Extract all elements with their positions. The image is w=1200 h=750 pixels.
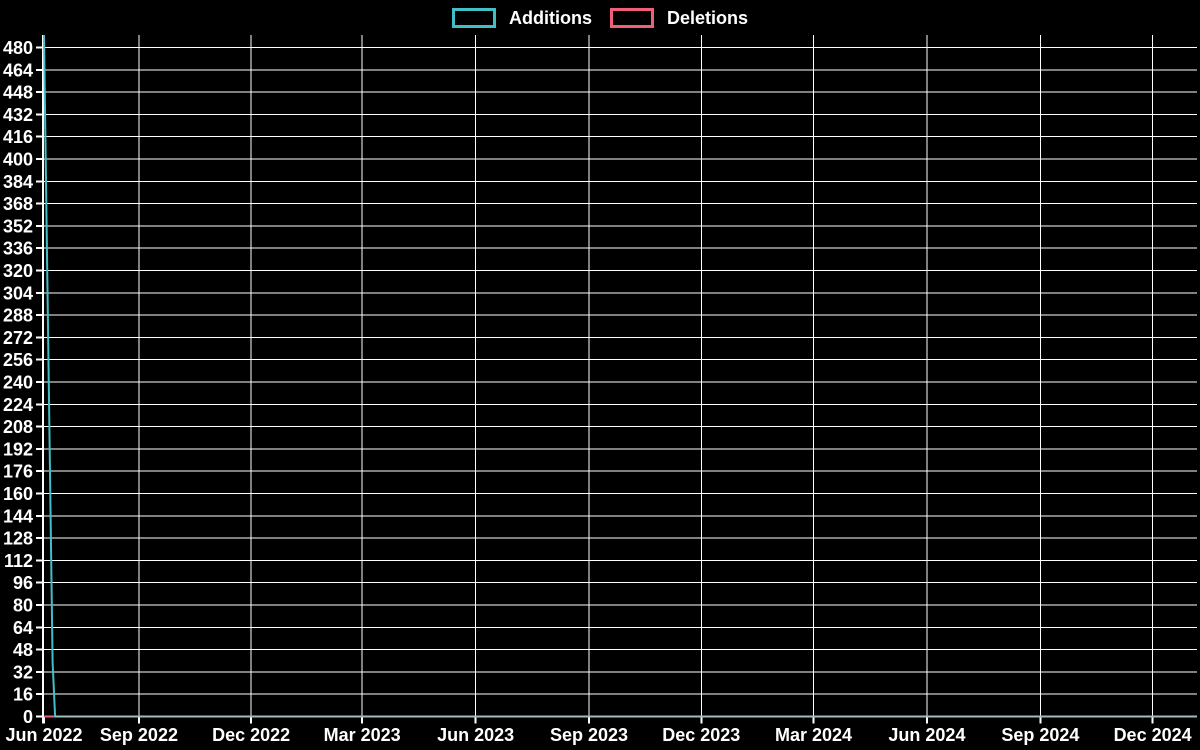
y-tick-label: 80	[13, 596, 33, 616]
x-tick-label: Jun 2024	[888, 725, 965, 745]
y-tick-label: 272	[3, 328, 33, 348]
x-tick-label: Dec 2023	[662, 725, 740, 745]
y-tick-label: 288	[3, 306, 33, 326]
x-tick-label: Jun 2022	[5, 725, 82, 745]
y-tick-label: 336	[3, 239, 33, 259]
y-tick-label: 256	[3, 350, 33, 370]
x-tick-label: Sep 2024	[1001, 725, 1079, 745]
x-tick-label: Dec 2024	[1114, 725, 1192, 745]
y-tick-label: 176	[3, 462, 33, 482]
legend-label-deletions: Deletions	[666, 8, 749, 28]
y-tick-label: 416	[3, 127, 33, 147]
y-tick-label: 384	[3, 172, 33, 192]
x-tick-label: Jun 2023	[437, 725, 514, 745]
x-tick-label: Sep 2022	[100, 725, 178, 745]
y-tick-label: 32	[13, 662, 33, 682]
x-tick-label: Mar 2023	[324, 725, 401, 745]
y-tick-label: 48	[13, 640, 33, 660]
y-tick-label: 224	[3, 395, 33, 415]
legend-label-additions: Additions	[508, 8, 592, 28]
y-tick-label: 448	[3, 83, 33, 103]
y-tick-label: 400	[3, 150, 33, 170]
x-tick-label: Sep 2023	[550, 725, 628, 745]
y-tick-label: 368	[3, 194, 33, 214]
y-tick-label: 16	[13, 685, 33, 705]
y-axis-spine	[42, 35, 44, 724]
y-tick-label: 64	[13, 618, 33, 638]
y-tick-label: 160	[3, 484, 33, 504]
y-tick-label: 96	[13, 573, 33, 593]
legend-entry-deletions[interactable]: Deletions	[609, 8, 749, 28]
y-tick-label: 464	[3, 60, 33, 80]
y-tick-label: 192	[3, 439, 33, 459]
deletions-swatch-icon	[609, 8, 654, 28]
y-tick-label: 0	[23, 707, 33, 727]
y-tick-label: 304	[3, 283, 33, 303]
y-tick-label: 480	[3, 38, 33, 58]
y-tick-label: 112	[4, 551, 33, 571]
y-tick-label: 208	[3, 417, 33, 437]
chart-legend: Additions Deletions	[0, 6, 1200, 30]
x-tick-label: Mar 2024	[775, 725, 852, 745]
additions-swatch-icon	[451, 8, 496, 28]
y-tick-label: 352	[3, 216, 33, 236]
y-tick-label: 240	[3, 373, 33, 393]
y-tick-label: 128	[3, 529, 33, 549]
y-tick-label: 144	[3, 506, 33, 526]
y-tick-label: 320	[3, 261, 33, 281]
x-tick-label: Dec 2022	[212, 725, 290, 745]
y-tick-label: 432	[3, 105, 33, 125]
legend-entry-additions[interactable]: Additions	[451, 8, 592, 28]
